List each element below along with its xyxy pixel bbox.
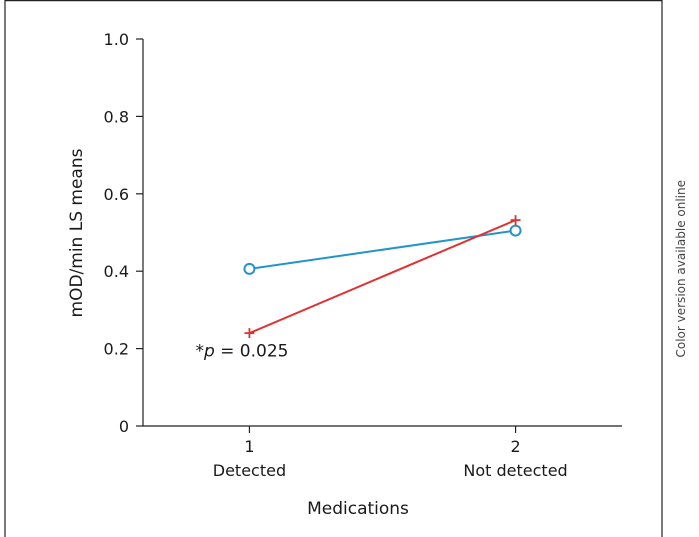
series-2 [244, 215, 521, 339]
data-point-circle [243, 262, 256, 275]
data-point-plus [244, 328, 255, 339]
series-layer [243, 215, 522, 339]
annotation-prefix: * [195, 342, 204, 362]
annotation-variable: p [203, 342, 215, 362]
axis-ticks: 0 0.2 0.4 0.6 0.8 1.0 1 Detected 2 Not detected [104, 30, 568, 480]
figure-frame [4, 0, 663, 537]
axes [142, 39, 622, 427]
p-value-annotation: *p = 0.025 [195, 342, 288, 362]
color-version-note: Color version available online [662, 0, 699, 537]
y-tick-label: 0.6 [104, 185, 129, 204]
color-version-text: Color version available online [673, 179, 688, 358]
y-axis-label: mOD/min LS means [67, 148, 87, 317]
y-tick-label: 0 [119, 417, 129, 436]
x-category-label: Detected [213, 461, 286, 480]
y-tick-label: 0.4 [104, 262, 129, 281]
x-axis-label: Medications [307, 499, 409, 519]
annotation-value: = 0.025 [215, 342, 289, 362]
x-tick-label: 1 [244, 437, 254, 456]
x-category-label: Not detected [463, 461, 567, 480]
series-line [249, 219, 516, 335]
x-tick-label: 2 [510, 437, 520, 456]
y-tick-label: 1.0 [104, 30, 129, 49]
data-point-plus [510, 215, 521, 226]
y-tick-label: 0.2 [104, 340, 129, 359]
data-point-circle [509, 224, 522, 237]
y-tick-label: 0.8 [104, 107, 129, 126]
series-line [249, 229, 516, 270]
series-1 [243, 224, 522, 275]
